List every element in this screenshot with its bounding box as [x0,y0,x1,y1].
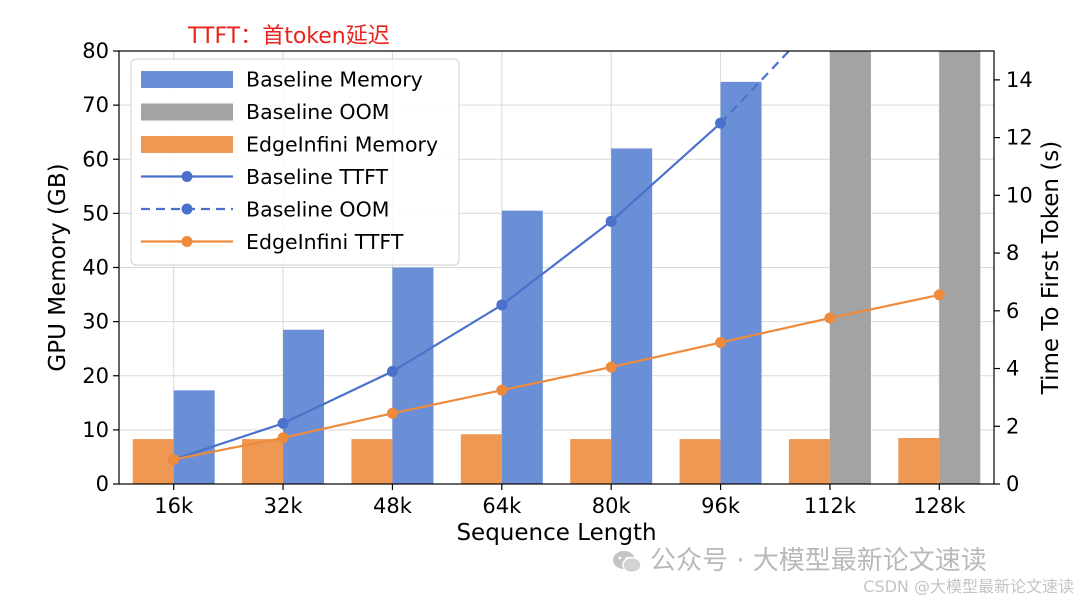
x-tick-label: 96k [701,494,741,518]
bar-edgeinfini-memory [351,439,393,484]
left-tick-label: 30 [82,310,109,334]
point-edgeinfini-ttft [168,453,180,465]
bar-baseline-memory [720,81,762,484]
legend-baseline-oom-bar-swatch [141,103,233,121]
legend-baseline-oom-line-marker [181,203,193,215]
bar-baseline-memory [392,267,434,484]
right-tick-label: 12 [1006,126,1033,150]
left-axis: 0 10 20 30 40 50 60 70 80 [82,39,119,496]
bar-edgeinfini-memory [679,439,721,484]
ttft-annotation: TTFT：首token延迟 [188,24,390,49]
legend-edgeinfini-memory-bar-label: EdgeInfini Memory [246,133,438,157]
bars [132,51,981,484]
bar-edgeinfini-memory [460,434,502,484]
bar-baseline-oom [829,51,871,484]
point-edgeinfini-ttft [715,337,727,349]
right-tick-label: 0 [1006,472,1019,496]
right-tick-label: 6 [1006,299,1019,323]
x-axis-label: Sequence Length [456,520,656,546]
point-edgeinfini-ttft [386,407,398,419]
point-baseline-ttft [386,365,398,377]
point-baseline-ttft [496,299,508,311]
wechat-watermark: 公众号 · 大模型最新论文速读 [612,540,987,577]
bar-edgeinfini-memory [132,439,174,484]
legend-baseline-oom-line-label: Baseline OOM [246,198,389,222]
right-tick-label: 8 [1006,241,1019,265]
point-baseline-ttft [605,215,617,227]
x-tick-label: 80k [592,494,632,518]
right-axis: 0 2 4 6 8 10 12 14 [994,68,1033,496]
wechat-icon [612,549,642,575]
wechat-watermark-text: 公众号 · 大模型最新论文速读 [650,546,987,576]
point-edgeinfini-ttft [605,361,617,373]
x-tick-label: 32k [264,494,304,518]
point-edgeinfini-ttft [933,289,945,301]
bar-baseline-oom [939,51,981,484]
left-tick-label: 50 [82,201,109,225]
bar-baseline-memory [611,148,653,484]
left-tick-label: 10 [82,418,109,442]
lines [168,51,945,465]
y-axis-label: GPU Memory (GB) [45,163,71,371]
bar-edgeinfini-memory [898,437,940,484]
bar-edgeinfini-memory [242,439,284,484]
left-tick-label: 70 [82,93,109,117]
x-axis: 16k 32k 48k 64k 80k 96k 112k 128k [154,484,966,518]
right-tick-label: 10 [1006,183,1033,207]
x-tick-label: 64k [482,494,522,518]
legend-edgeinfini-ttft-line-label: EdgeInfini TTFT [246,230,404,254]
x-tick-label: 48k [373,494,413,518]
bar-edgeinfini-memory [570,439,612,484]
csdn-watermark: CSDN @大模型最新论文速读 [863,577,1074,596]
legend-baseline-oom-bar-label: Baseline OOM [246,100,389,124]
x-tick-label: 16k [154,494,194,518]
right-tick-label: 2 [1006,414,1019,438]
bar-baseline-memory [173,390,215,484]
line-edgeinfini-ttft [173,293,940,461]
y2-axis-label: Time To First Token (s) [1038,141,1064,396]
legend-edgeinfini-ttft-line-marker [181,236,193,247]
legend-baseline-ttft-line-marker [181,171,193,182]
legend: Baseline Memory Baseline OOM EdgeInfini Me… [130,58,460,266]
legend-baseline-memory-bar-label: Baseline Memory [246,68,423,92]
line-baseline-ttft [173,122,722,461]
left-tick-label: 40 [82,256,109,280]
right-tick-label: 14 [1006,68,1033,92]
left-tick-label: 80 [82,39,109,63]
bar-baseline-memory [501,210,543,484]
legend-edgeinfini-memory-bar-swatch [141,136,233,153]
point-edgeinfini-ttft [277,432,289,444]
point-edgeinfini-ttft [824,312,836,324]
left-tick-label: 0 [96,472,109,496]
point-edgeinfini-ttft [496,384,508,396]
x-tick-label: 112k [804,494,857,518]
point-baseline-ttft [277,417,289,429]
left-tick-label: 20 [82,364,109,388]
bar-edgeinfini-memory [788,439,830,484]
legend-baseline-ttft-line-label: Baseline TTFT [246,165,389,189]
left-tick-label: 60 [82,147,109,171]
legend-baseline-memory-bar-swatch [141,71,233,88]
x-tick-label: 128k [913,494,966,518]
right-tick-label: 4 [1006,357,1019,381]
line-baseline-oom-dashed [719,51,791,124]
